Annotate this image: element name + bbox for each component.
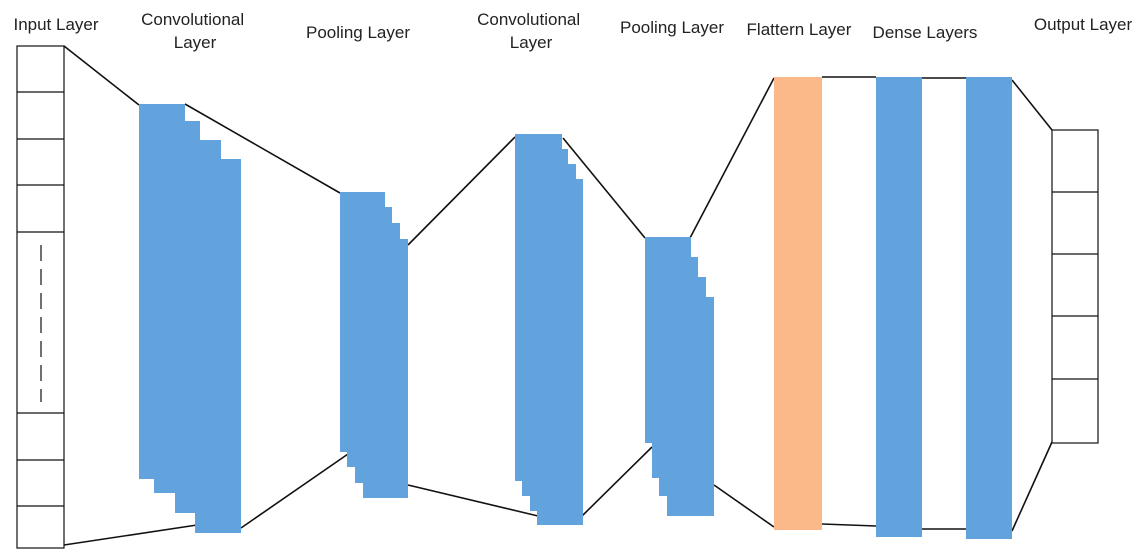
pool1-feature-map: [363, 239, 408, 498]
connector-conv1-pool1-bottom: [240, 453, 349, 529]
dense-layers: [876, 77, 1012, 539]
output-layer-vector: [1051, 129, 1099, 444]
dense-layers-label: Dense Layers: [873, 23, 978, 42]
connection-lines: [63, 45, 1053, 546]
conv2-layer-label: Convolutional Layer: [477, 10, 585, 52]
connector-conv2-pool2-bottom: [581, 446, 653, 517]
pool2-feature-map: [667, 297, 714, 516]
connector-dense2-output-top: [1011, 79, 1053, 131]
dense-layer-bar: [876, 77, 922, 537]
input-layer-label: Input Layer: [13, 15, 98, 34]
conv1-feature-maps: [139, 104, 241, 533]
flatten-layer-bar: [774, 77, 822, 530]
conv2-feature-map: [537, 179, 583, 525]
connector-conv2-pool2-top: [562, 137, 646, 239]
connector-pool2-flatten-bottom: [713, 484, 775, 528]
pool1-layer-label: Pooling Layer: [306, 23, 410, 42]
connector-pool1-conv2-top: [407, 136, 516, 246]
layer-labels: Input Layer Convolutional Layer Pooling …: [13, 10, 1132, 52]
conv1-feature-map: [195, 159, 241, 533]
pool1-feature-maps: [340, 192, 408, 498]
connector-pool1-conv2-bottom: [407, 484, 539, 517]
connector-conv1-pool1-top: [184, 103, 341, 194]
connector-dense2-output-bottom: [1011, 441, 1053, 532]
conv2-feature-maps: [515, 134, 583, 525]
output-layer-label: Output Layer: [1034, 15, 1133, 34]
connector-flatten-dense1-bottom: [821, 523, 877, 527]
dense-layer-bar: [966, 77, 1012, 539]
conv1-layer-label: Convolutional Layer: [141, 10, 249, 52]
pool2-layer-label: Pooling Layer: [620, 18, 724, 37]
connector-input-conv1-top: [63, 45, 140, 106]
flatten-layer-label: Flattern Layer: [747, 20, 852, 39]
connector-pool2-flatten-top: [689, 77, 775, 239]
connector-input-conv1-bottom: [63, 524, 198, 546]
output-vector-outline: [1051, 129, 1099, 444]
pool2-feature-maps: [645, 237, 714, 516]
input-layer-vector: [16, 45, 65, 549]
